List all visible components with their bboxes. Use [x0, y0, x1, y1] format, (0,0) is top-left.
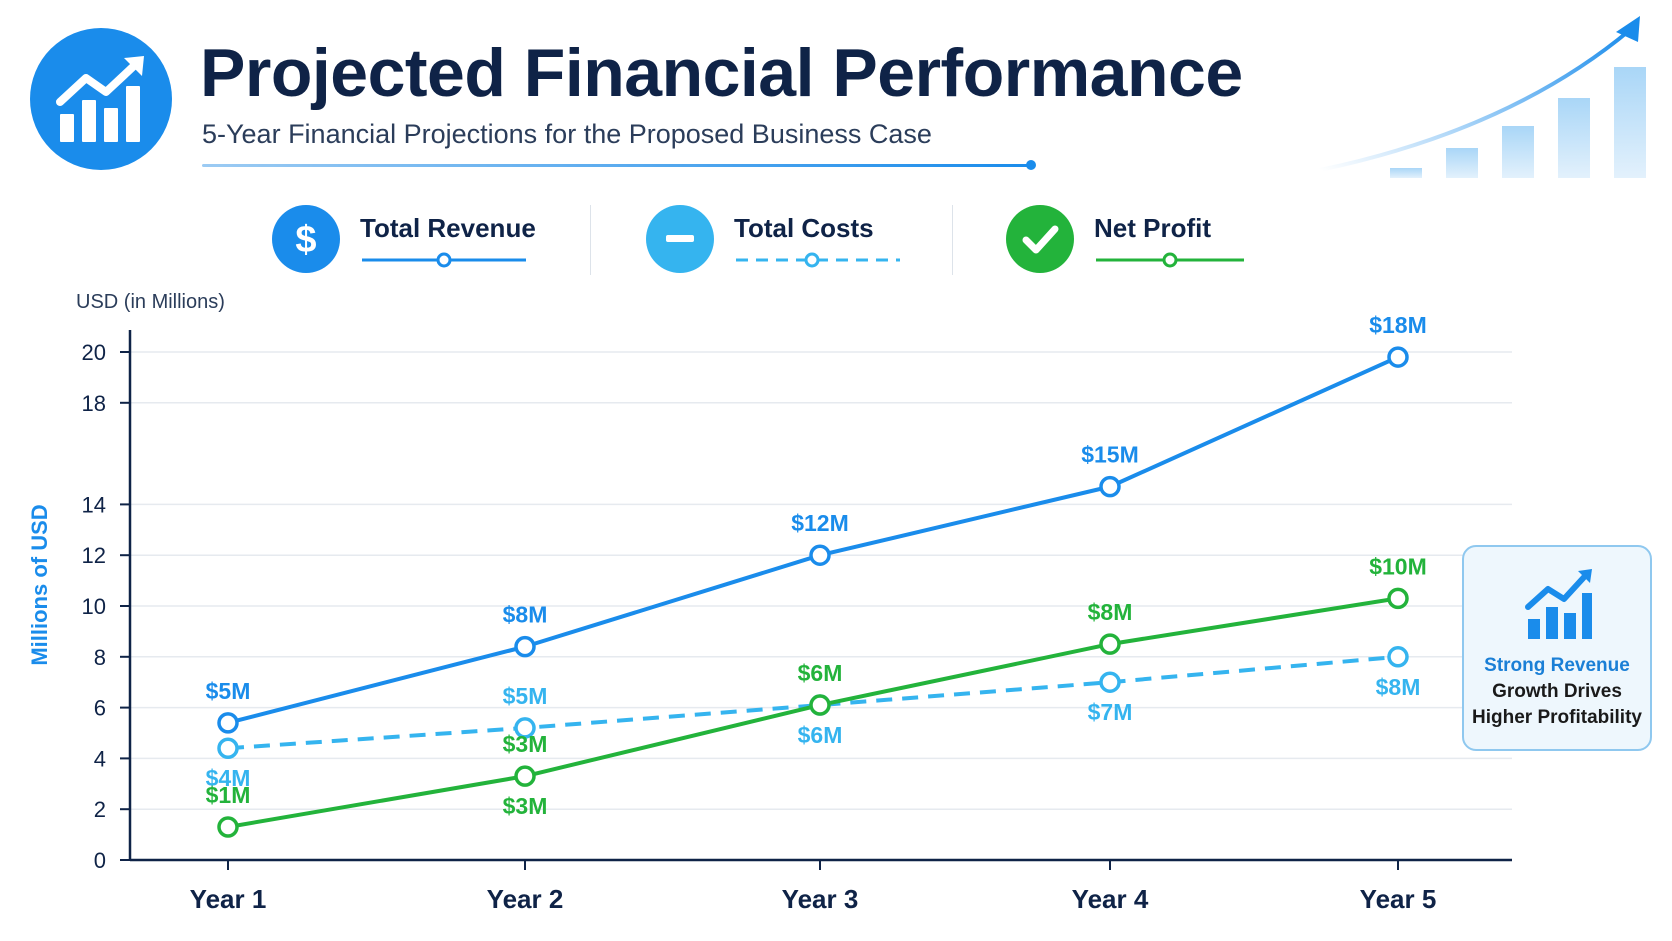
- legend-divider: [952, 205, 953, 275]
- dollar-icon: $: [272, 205, 340, 273]
- data-point-total-revenue: [1387, 346, 1409, 368]
- data-label-total-costs: $4M: [206, 765, 251, 791]
- data-point-net-profit: [514, 765, 536, 787]
- y-tick-label: 10: [82, 594, 106, 619]
- data-point-total-costs: [217, 737, 239, 759]
- legend-line-total-costs: [736, 252, 900, 268]
- x-tick-label: Year 5: [1360, 884, 1437, 914]
- data-point-net-profit: [809, 694, 831, 716]
- growth-chart-icon: [1525, 569, 1592, 639]
- data-label-net-profit: $3M: [503, 731, 548, 757]
- data-point-total-revenue: [809, 544, 831, 566]
- data-label-net-profit: $8M: [1088, 599, 1133, 625]
- data-point-total-costs: [1387, 646, 1409, 668]
- data-point-total-revenue: [514, 635, 536, 658]
- legend-line-net-profit: [1096, 252, 1244, 268]
- y-tick-label: 0: [94, 848, 106, 873]
- decorative-growth-bars-icon: [1319, 16, 1646, 178]
- data-label-total-revenue: $12M: [791, 510, 849, 536]
- page-title: Projected Financial Performance: [200, 35, 1243, 111]
- legend-divider: [590, 205, 591, 275]
- data-point-net-profit: [217, 816, 239, 838]
- x-tick-label: Year 2: [487, 884, 564, 914]
- data-label-net-profit: $3M: [503, 793, 548, 819]
- x-tick-label: Year 4: [1072, 884, 1149, 914]
- y-axis-title: Millions of USD: [27, 504, 52, 665]
- check-icon: [1006, 205, 1074, 273]
- callout-text-line-2: Growth Drives: [1492, 681, 1622, 702]
- callout-text-line-1: Strong Revenue: [1484, 655, 1630, 676]
- minus-icon: [646, 205, 714, 273]
- y-tick-label: 20: [82, 340, 106, 365]
- y-tick-label: 18: [82, 391, 106, 416]
- data-label-total-revenue: $18M: [1369, 312, 1427, 338]
- y-tick-label: 4: [94, 746, 106, 771]
- data-label-total-costs: $8M: [1376, 674, 1421, 700]
- data-point-total-costs: [1099, 671, 1121, 693]
- title-underline-dot: [1026, 160, 1036, 170]
- x-tick-label: Year 3: [782, 884, 859, 914]
- callout-text-line-3: Higher Profitability: [1472, 707, 1642, 728]
- data-label-total-costs: $5M: [503, 683, 548, 709]
- data-point-total-revenue: [1099, 475, 1121, 498]
- x-tick-label: Year 1: [190, 884, 267, 914]
- data-label-net-profit: $10M: [1369, 553, 1427, 579]
- data-label-total-costs: $7M: [1088, 699, 1133, 725]
- legend-label-net-profit: Net Profit: [1094, 213, 1211, 243]
- insight-callout: Strong Revenue Growth Drives Higher Prof…: [1462, 545, 1652, 751]
- y-tick-label: 2: [94, 797, 106, 822]
- data-label-net-profit: $6M: [798, 660, 843, 686]
- data-point-net-profit: [1387, 587, 1409, 610]
- data-point-total-costs: [514, 717, 536, 739]
- growth-chart-logo-icon: [30, 28, 172, 170]
- data-label-total-revenue: $15M: [1081, 442, 1139, 468]
- data-label-total-costs: $6M: [798, 722, 843, 748]
- data-label-total-revenue: $5M: [206, 678, 251, 704]
- data-point-total-revenue: [217, 712, 239, 734]
- data-point-net-profit: [1099, 633, 1121, 655]
- legend-line-total-revenue: [362, 252, 526, 268]
- y-tick-label: 14: [82, 492, 106, 517]
- data-label-total-revenue: $8M: [503, 602, 548, 628]
- data-label-net-profit: $1M: [206, 782, 251, 808]
- legend-label-total-costs: Total Costs: [734, 213, 874, 243]
- y-tick-label: 6: [94, 696, 106, 721]
- title-underline: [202, 164, 1030, 167]
- legend-label-total-revenue: Total Revenue: [360, 213, 536, 243]
- page-subtitle: 5-Year Financial Projections for the Pro…: [202, 119, 932, 149]
- y-tick-label: 12: [82, 543, 106, 568]
- y-unit-label: USD (in Millions): [76, 291, 225, 313]
- svg-text:$: $: [295, 219, 316, 261]
- y-tick-label: 8: [94, 645, 106, 670]
